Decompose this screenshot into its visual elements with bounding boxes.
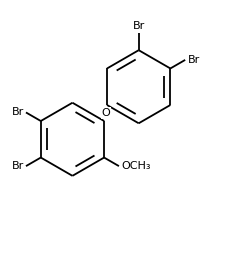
Text: Br: Br bbox=[11, 161, 24, 171]
Text: Br: Br bbox=[187, 55, 200, 65]
Text: Br: Br bbox=[133, 21, 145, 31]
Text: OCH₃: OCH₃ bbox=[121, 161, 151, 171]
Text: O: O bbox=[101, 108, 110, 118]
Text: Br: Br bbox=[11, 107, 24, 117]
